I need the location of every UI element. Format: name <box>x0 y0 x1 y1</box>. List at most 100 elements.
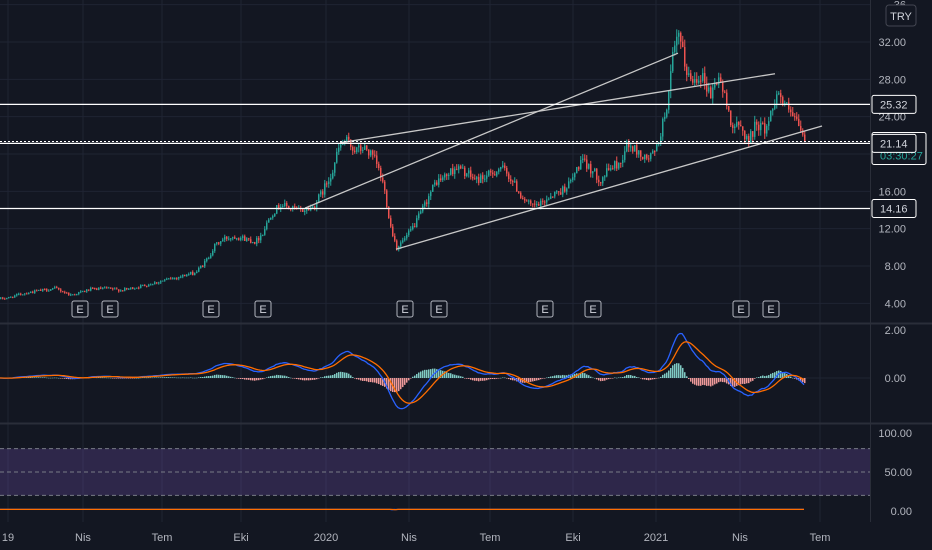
candle-body[interactable] <box>386 190 388 207</box>
candle-body[interactable] <box>358 145 360 148</box>
candle-body[interactable] <box>744 130 746 140</box>
candle-body[interactable] <box>552 196 554 198</box>
candle-body[interactable] <box>0 297 2 299</box>
candle-body[interactable] <box>248 238 250 240</box>
candle-body[interactable] <box>312 206 314 208</box>
candle-body[interactable] <box>198 267 200 272</box>
candle-body[interactable] <box>96 288 98 290</box>
signal-line[interactable] <box>0 341 805 404</box>
candle-body[interactable] <box>20 293 22 295</box>
candle-body[interactable] <box>592 171 594 174</box>
candle-body[interactable] <box>220 241 222 244</box>
candle-body[interactable] <box>716 82 718 85</box>
candle-body[interactable] <box>28 292 30 294</box>
candle-body[interactable] <box>446 174 448 176</box>
candle-body[interactable] <box>710 87 712 99</box>
candle-body[interactable] <box>78 292 80 295</box>
candle-body[interactable] <box>70 294 72 296</box>
candle-body[interactable] <box>666 109 668 117</box>
candle-body[interactable] <box>452 168 454 175</box>
earnings-marker[interactable]: E <box>101 300 119 318</box>
candle-body[interactable] <box>226 236 228 239</box>
candle-body[interactable] <box>208 257 210 259</box>
candle-body[interactable] <box>618 162 620 169</box>
earnings-marker[interactable]: E <box>396 300 414 318</box>
candle-body[interactable] <box>170 278 172 280</box>
candle-body[interactable] <box>694 79 696 83</box>
candle-body[interactable] <box>60 289 62 292</box>
currency-tag[interactable]: TRY <box>885 4 917 27</box>
candle-body[interactable] <box>606 168 608 177</box>
candle-body[interactable] <box>384 181 386 191</box>
candle-body[interactable] <box>498 169 500 172</box>
candle-body[interactable] <box>520 192 522 198</box>
candle-body[interactable] <box>690 73 692 80</box>
candle-body[interactable] <box>478 177 480 183</box>
candle-body[interactable] <box>626 141 628 152</box>
candle-body[interactable] <box>128 288 130 290</box>
candle-body[interactable] <box>92 287 94 289</box>
candle-body[interactable] <box>644 154 646 159</box>
candle-body[interactable] <box>134 288 136 290</box>
candle-body[interactable] <box>412 226 414 230</box>
candle-body[interactable] <box>640 150 642 157</box>
candle-body[interactable] <box>686 66 688 75</box>
candle-body[interactable] <box>598 179 600 183</box>
candle-body[interactable] <box>66 292 68 294</box>
earnings-marker[interactable]: E <box>202 300 220 318</box>
candle-body[interactable] <box>630 146 632 148</box>
candle-body[interactable] <box>736 122 738 127</box>
candle-body[interactable] <box>202 266 204 268</box>
candle-body[interactable] <box>174 277 176 279</box>
candle-body[interactable] <box>212 250 214 256</box>
candle-body[interactable] <box>582 158 584 161</box>
candle-body[interactable] <box>260 235 262 241</box>
candle-body[interactable] <box>54 287 56 289</box>
candle-body[interactable] <box>196 271 198 274</box>
candle-body[interactable] <box>780 93 782 98</box>
candle-body[interactable] <box>34 290 36 293</box>
candle-body[interactable] <box>356 147 358 152</box>
candle-body[interactable] <box>620 162 622 164</box>
candle-body[interactable] <box>642 156 644 159</box>
candle-body[interactable] <box>10 296 12 298</box>
candle-body[interactable] <box>772 108 774 111</box>
candle-body[interactable] <box>594 168 596 172</box>
candle-body[interactable] <box>474 178 476 180</box>
candle-body[interactable] <box>154 282 156 285</box>
candle-body[interactable] <box>542 200 544 202</box>
candle-body[interactable] <box>438 178 440 185</box>
candle-body[interactable] <box>156 282 158 284</box>
candle-body[interactable] <box>82 291 84 293</box>
candle-body[interactable] <box>40 289 42 291</box>
candle-body[interactable] <box>388 206 390 219</box>
candle-body[interactable] <box>442 177 444 181</box>
candle-body[interactable] <box>182 274 184 277</box>
candle-body[interactable] <box>16 294 18 296</box>
candle-body[interactable] <box>444 174 446 178</box>
candle-body[interactable] <box>560 192 562 195</box>
candle-body[interactable] <box>470 170 472 177</box>
candle-body[interactable] <box>152 284 154 286</box>
candle-body[interactable] <box>224 236 226 240</box>
earnings-marker[interactable]: E <box>71 300 89 318</box>
candle-body[interactable] <box>544 201 546 203</box>
candle-body[interactable] <box>420 211 422 214</box>
candle-body[interactable] <box>262 234 264 236</box>
candle-body[interactable] <box>392 226 394 237</box>
candle-body[interactable] <box>52 288 54 290</box>
candle-body[interactable] <box>766 125 768 134</box>
candle-body[interactable] <box>410 229 412 231</box>
candle-body[interactable] <box>4 298 6 300</box>
candle-body[interactable] <box>216 242 218 244</box>
candle-body[interactable] <box>270 217 272 220</box>
candle-body[interactable] <box>62 291 64 293</box>
candle-body[interactable] <box>292 206 294 209</box>
candle-body[interactable] <box>210 255 212 258</box>
candle-body[interactable] <box>328 181 330 184</box>
earnings-marker[interactable]: E <box>762 300 780 318</box>
candle-body[interactable] <box>682 41 684 48</box>
candle-body[interactable] <box>634 145 636 152</box>
candle-body[interactable] <box>114 288 116 290</box>
